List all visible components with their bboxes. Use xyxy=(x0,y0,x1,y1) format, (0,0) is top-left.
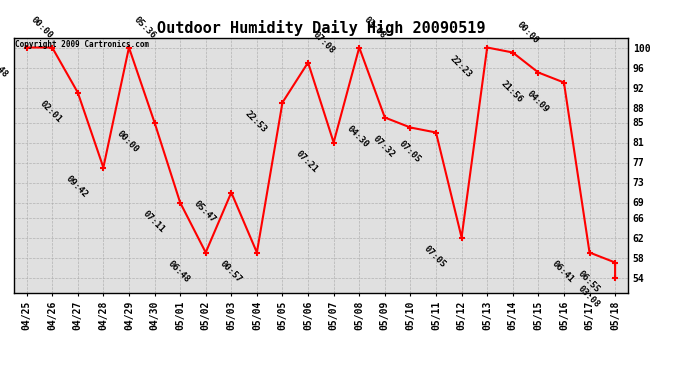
Text: 05:36: 05:36 xyxy=(132,15,157,40)
Text: 04:30: 04:30 xyxy=(346,124,371,150)
Text: 00:57: 00:57 xyxy=(217,260,243,285)
Text: 06:48: 06:48 xyxy=(166,260,192,285)
Text: 03:08: 03:08 xyxy=(576,285,601,310)
Text: 07:05: 07:05 xyxy=(397,140,422,165)
Text: 05:47: 05:47 xyxy=(192,200,217,225)
Text: 02:01: 02:01 xyxy=(39,99,64,125)
Text: 22:53: 22:53 xyxy=(243,110,268,135)
Text: 00:00: 00:00 xyxy=(30,15,55,40)
Text: 06:55: 06:55 xyxy=(576,270,601,295)
Text: 00:00: 00:00 xyxy=(115,129,141,155)
Text: 07:08: 07:08 xyxy=(310,30,336,56)
Text: 07:11: 07:11 xyxy=(141,210,166,235)
Text: 04:09: 04:09 xyxy=(524,90,550,115)
Text: 22:23: 22:23 xyxy=(448,54,473,80)
Text: Copyright 2009 Cartronics.com: Copyright 2009 Cartronics.com xyxy=(15,40,149,49)
Text: 07:21: 07:21 xyxy=(295,150,319,175)
Text: 21:56: 21:56 xyxy=(499,80,524,105)
Text: 06:41: 06:41 xyxy=(550,260,575,285)
Text: 00:00: 00:00 xyxy=(515,20,541,45)
Text: 03:08: 03:08 xyxy=(362,15,387,40)
Text: 07:32: 07:32 xyxy=(371,135,397,160)
Title: Outdoor Humidity Daily High 20090519: Outdoor Humidity Daily High 20090519 xyxy=(157,20,485,36)
Text: 09:42: 09:42 xyxy=(64,174,90,200)
Text: 02:48: 02:48 xyxy=(0,54,10,80)
Text: 07:05: 07:05 xyxy=(422,244,448,270)
